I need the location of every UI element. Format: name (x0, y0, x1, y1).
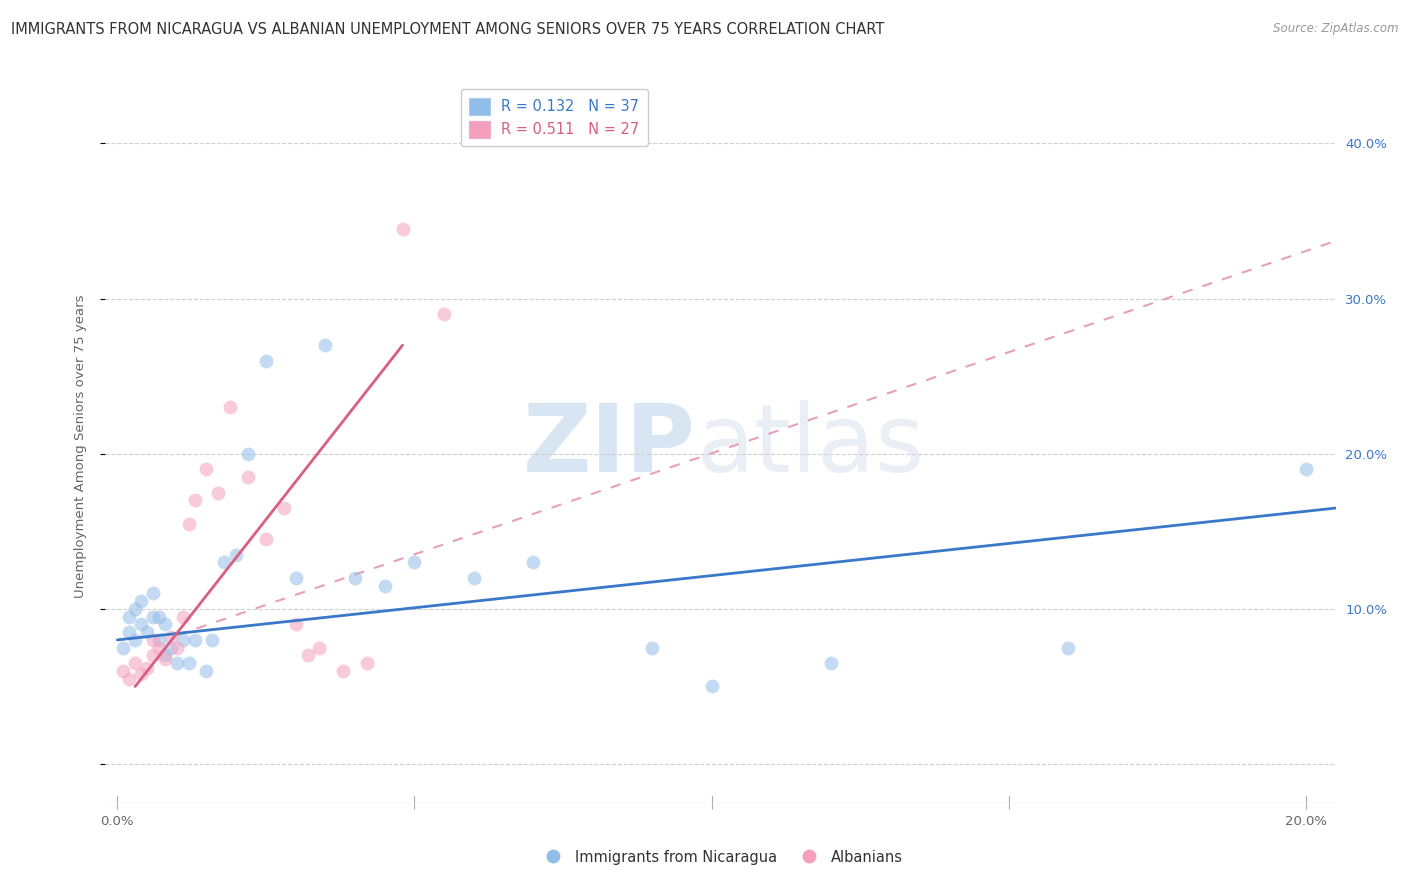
Point (374, 579, 396, 593)
Legend: Immigrants from Nicaragua, Albanians: Immigrants from Nicaragua, Albanians (533, 844, 908, 871)
Text: IMMIGRANTS FROM NICARAGUA VS ALBANIAN UNEMPLOYMENT AMONG SENIORS OVER 75 YEARS C: IMMIGRANTS FROM NICARAGUA VS ALBANIAN UN… (11, 22, 884, 37)
Point (214, 555, 236, 569)
Text: ZIP: ZIP (523, 400, 696, 492)
Point (356, 656, 378, 670)
Point (314, 338, 336, 352)
Point (153, 651, 176, 665)
Point (177, 656, 200, 670)
Point (112, 640, 135, 655)
Y-axis label: Unemployment Among Seniors over 75 years: Unemployment Among Seniors over 75 years (75, 294, 87, 598)
Point (225, 548, 247, 562)
Point (522, 555, 544, 569)
Point (148, 640, 170, 655)
Point (183, 493, 205, 508)
Point (166, 640, 188, 655)
Point (201, 632, 224, 647)
Point (273, 501, 295, 516)
Point (124, 656, 146, 670)
Point (284, 571, 307, 585)
Point (254, 353, 277, 368)
Point (124, 632, 146, 647)
Point (254, 532, 277, 546)
Point (172, 609, 194, 624)
Point (207, 485, 229, 500)
Point (129, 594, 152, 608)
Point (700, 680, 723, 694)
Point (112, 664, 135, 678)
Point (172, 632, 194, 647)
Point (297, 648, 319, 663)
Point (433, 307, 456, 321)
Point (236, 447, 259, 461)
Point (183, 632, 205, 647)
Point (148, 609, 170, 624)
Point (463, 571, 485, 585)
Point (820, 656, 842, 670)
Point (153, 648, 176, 663)
Text: Source: ZipAtlas.com: Source: ZipAtlas.com (1274, 22, 1399, 36)
Point (1057, 640, 1080, 655)
Text: atlas: atlas (696, 400, 924, 492)
Point (118, 625, 141, 640)
Point (129, 667, 152, 681)
Point (219, 401, 242, 415)
Point (236, 470, 259, 484)
Point (1295, 462, 1317, 476)
Point (159, 640, 181, 655)
Point (166, 656, 188, 670)
Point (129, 617, 152, 632)
Point (159, 630, 181, 644)
Point (344, 571, 367, 585)
Point (153, 617, 176, 632)
Point (142, 609, 165, 624)
Point (118, 609, 141, 624)
Point (142, 586, 165, 600)
Point (118, 672, 141, 686)
Point (404, 555, 426, 569)
Point (142, 632, 165, 647)
Point (332, 664, 354, 678)
Point (284, 617, 307, 632)
Point (195, 462, 218, 476)
Point (136, 661, 159, 675)
Point (308, 640, 330, 655)
Point (148, 632, 170, 647)
Point (195, 664, 218, 678)
Point (641, 640, 664, 655)
Point (136, 625, 159, 640)
Point (177, 516, 200, 531)
Point (142, 648, 165, 663)
Point (391, 222, 413, 236)
Point (124, 602, 146, 616)
